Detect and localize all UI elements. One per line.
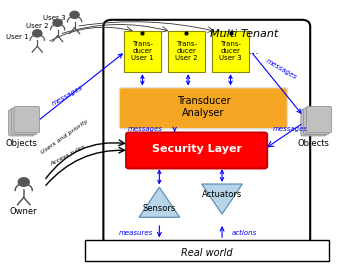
Text: Access rules: Access rules [49,145,86,167]
FancyBboxPatch shape [212,31,249,72]
Text: measures: measures [118,230,153,236]
Text: Sensors: Sensors [143,204,176,213]
Circle shape [53,19,62,26]
Text: Objects: Objects [5,139,37,148]
Text: Actuators: Actuators [202,190,242,199]
Text: messages: messages [272,126,307,132]
Text: Users and priority: Users and priority [40,119,89,155]
Polygon shape [139,187,180,217]
FancyBboxPatch shape [8,110,34,136]
Text: Transducer
Analyser: Transducer Analyser [177,96,230,118]
FancyBboxPatch shape [126,133,267,168]
FancyBboxPatch shape [12,108,37,134]
FancyBboxPatch shape [124,31,161,72]
Polygon shape [202,184,242,214]
Text: messages: messages [51,84,84,107]
FancyBboxPatch shape [85,240,329,261]
Text: User 3: User 3 [43,16,65,21]
Text: User 1: User 1 [6,34,28,40]
Text: Real world: Real world [181,248,233,258]
Text: Trans-
ducer
User 3: Trans- ducer User 3 [219,41,242,62]
FancyBboxPatch shape [14,106,39,133]
FancyBboxPatch shape [304,108,329,134]
FancyBboxPatch shape [103,20,310,249]
Text: Trans-
ducer
User 2: Trans- ducer User 2 [175,41,198,62]
FancyBboxPatch shape [306,106,332,133]
Text: actions: actions [232,230,257,236]
Text: Trans-
ducer
User 1: Trans- ducer User 1 [131,41,154,62]
Circle shape [33,30,42,37]
Text: messages: messages [128,126,163,132]
Text: Owner: Owner [10,207,38,216]
Text: messages: messages [265,58,298,80]
FancyBboxPatch shape [168,31,205,72]
FancyBboxPatch shape [301,110,326,136]
Circle shape [70,11,79,18]
Text: Objects: Objects [298,139,330,148]
FancyBboxPatch shape [119,88,287,129]
Text: User 2: User 2 [26,23,48,29]
Text: Multi Tenant: Multi Tenant [210,29,278,39]
Circle shape [18,178,29,186]
Text: Security Layer: Security Layer [152,144,242,154]
Text: ...: ... [249,46,260,56]
